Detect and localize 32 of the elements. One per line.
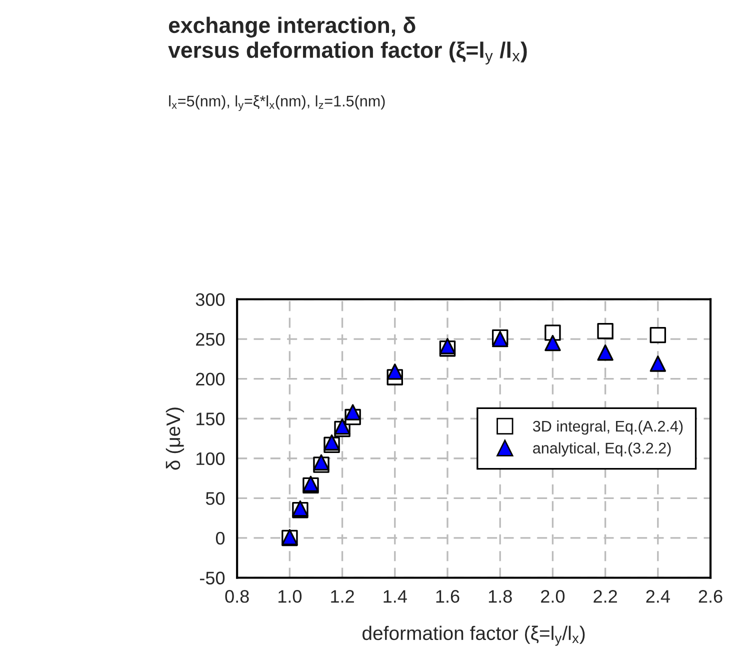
point bbox=[650, 356, 666, 372]
point bbox=[344, 404, 361, 420]
y-tick-label: 300 bbox=[196, 293, 225, 306]
x-tick-label: 1.6 bbox=[436, 590, 460, 603]
y-tick-label: 250 bbox=[196, 332, 225, 346]
legend-label: 3D integral, Eq.(A.2.4) bbox=[532, 420, 683, 435]
y-tick-label: 150 bbox=[196, 412, 225, 426]
y-tick-label: 100 bbox=[196, 452, 225, 466]
point bbox=[386, 364, 404, 380]
x-axis-title: deformation factor (ξ=l$_{y}$/l$_{x}$) bbox=[362, 626, 585, 646]
point bbox=[544, 324, 561, 341]
x-tick-label: 2.4 bbox=[646, 590, 670, 603]
x-tick-label: 2.2 bbox=[594, 590, 617, 603]
point bbox=[597, 322, 614, 340]
x-tick-label: 0.8 bbox=[225, 590, 249, 603]
point bbox=[650, 326, 666, 344]
x-tick-label: 2.6 bbox=[698, 590, 722, 603]
text: l$_{x}$=5(nm), l$_{y}$=ξ*l$_{x}$(nm), l$_{z}$=1.5(nm) bbox=[169, 95, 385, 111]
y-axis-title: δ (μeV) bbox=[166, 408, 184, 470]
x-tick-label: 1.0 bbox=[278, 590, 302, 603]
x-tick-label: 1.4 bbox=[384, 590, 407, 603]
point bbox=[597, 344, 614, 361]
y-tick-label: 0 bbox=[216, 532, 225, 545]
chart-title: exchange interaction, δ versus deformation factor (ξ=l$_{y}$ /l$_{x}$) bbox=[168, 16, 527, 64]
y-tick-label: 50 bbox=[206, 492, 225, 505]
x-tick-label: 1.8 bbox=[488, 590, 512, 603]
x-tick-label: 1.2 bbox=[331, 590, 354, 603]
x-tick-label: 2.0 bbox=[541, 590, 565, 603]
y-tick-label: 200 bbox=[196, 372, 225, 386]
y-tick-label: -50 bbox=[200, 572, 225, 584]
point bbox=[544, 334, 561, 352]
legend-label: analytical, Eq.(3.2.2) bbox=[533, 442, 671, 457]
